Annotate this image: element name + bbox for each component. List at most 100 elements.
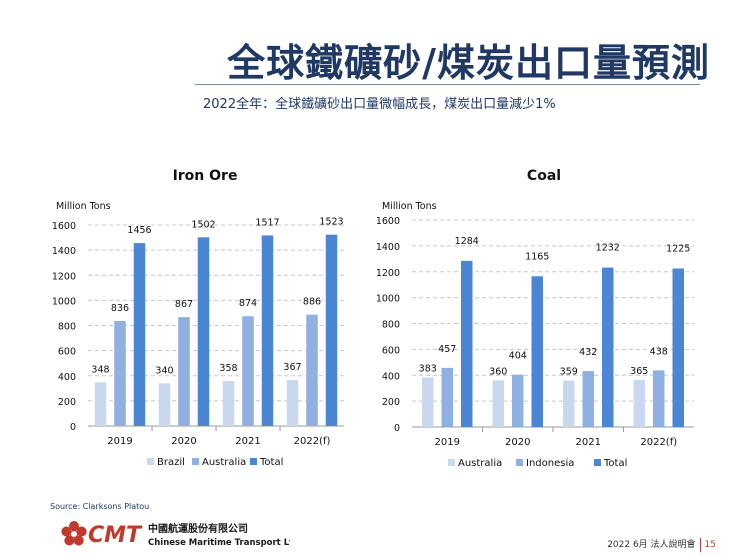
event-label: 2022 6月 法人說明會 — [607, 540, 696, 550]
coal-data-label: 1165 — [525, 251, 549, 262]
iron-ore-ytick-label: 1000 — [52, 296, 76, 307]
coal-legend-label: Total — [603, 458, 627, 469]
iron-ore-legend-swatch-brazil — [147, 458, 154, 465]
iron-ore-bar-brazil — [158, 383, 171, 426]
coal-bar-australia — [492, 380, 504, 427]
iron-ore-bar-australia — [306, 314, 318, 426]
coal-legend-label: Indonesia — [526, 458, 574, 469]
coal-ytick-label: 0 — [394, 423, 400, 434]
coal-chart-title: Coal — [527, 168, 561, 184]
coal-category-label: 2020 — [505, 437, 530, 448]
iron-ore-data-label: 348 — [91, 364, 109, 375]
coal-bar-indonesia — [512, 374, 524, 427]
iron-ore-ytick-label: 1600 — [52, 221, 76, 232]
iron-ore-data-label: 1456 — [127, 225, 151, 236]
coal-bar-indonesia — [582, 371, 594, 427]
iron-ore-bar-total — [261, 235, 274, 426]
iron-ore-bar-brazil — [286, 379, 299, 426]
iron-ore-data-label: 367 — [283, 362, 301, 373]
iron-ore-bar-australia — [242, 316, 254, 426]
coal-ytick-label: 800 — [382, 320, 400, 331]
iron-ore-data-label: 836 — [111, 303, 129, 314]
coal-data-label: 359 — [560, 367, 578, 378]
coal-ytick-label: 600 — [382, 345, 400, 356]
iron-ore-bar-total — [133, 243, 146, 426]
iron-ore-data-label: 340 — [155, 365, 173, 376]
coal-bar-total — [602, 267, 614, 427]
coal-data-label: 432 — [579, 347, 597, 358]
iron-ore-data-label: 867 — [175, 299, 193, 310]
source-note: Source: Clarksons Platou — [50, 502, 150, 511]
iron-ore-chart: Iron Ore Million Tons 0 200 400 600 800 1000 120… — [52, 168, 344, 468]
iron-ore-ytick-label: 1200 — [52, 271, 76, 282]
iron-ore-data-label: 1517 — [255, 217, 279, 228]
iron-ore-ytick-label: 400 — [58, 372, 76, 383]
iron-ore-data-label: 1502 — [191, 219, 215, 230]
page-title: 全球鐵礦砂/煤炭出口量預測 — [227, 41, 710, 85]
iron-ore-chart-title: Iron Ore — [173, 168, 238, 184]
logo-name-cn: 中國航運股份有限公司 — [148, 522, 248, 535]
coal-data-label: 1225 — [666, 244, 690, 255]
coal-category-label: 2021 — [576, 437, 601, 448]
footer-separator — [699, 537, 701, 552]
coal-legend-swatch-australia — [448, 459, 455, 466]
iron-ore-legend-swatch-australia — [192, 458, 199, 465]
coal-bar-australia — [422, 377, 434, 427]
coal-data-label: 438 — [650, 346, 668, 357]
coal-data-label: 1284 — [455, 236, 479, 247]
coal-legend-label: Australia — [458, 458, 502, 469]
coal-ytick-label: 400 — [382, 371, 400, 382]
iron-ore-category-label: 2021 — [235, 436, 260, 447]
coal-bar-total — [672, 268, 684, 427]
coal-bar-australia — [633, 379, 645, 427]
iron-ore-ytick-label: 200 — [58, 397, 76, 408]
coal-data-label: 457 — [438, 344, 456, 355]
iron-ore-data-label: 874 — [239, 298, 257, 309]
iron-ore-ylabel: Million Tons — [56, 201, 111, 212]
coal-ytick-label: 200 — [382, 397, 400, 408]
coal-ytick-label: 1200 — [376, 268, 400, 279]
iron-ore-bar-australia — [114, 320, 126, 426]
flower-icon — [61, 521, 87, 546]
coal-data-label: 404 — [509, 351, 527, 362]
coal-legend-swatch-total — [594, 459, 601, 466]
title-divider — [195, 84, 700, 85]
iron-ore-category-label: 2019 — [107, 436, 132, 447]
coal-bar-indonesia — [441, 367, 453, 427]
coal-data-label: 1232 — [596, 243, 620, 254]
iron-ore-bar-australia — [178, 317, 190, 426]
footer: 2022 6月 法人說明會 15 — [607, 537, 716, 552]
iron-ore-ytick-label: 800 — [58, 322, 76, 333]
logo-name-en: Chinese Maritime Transport Ltd. — [148, 538, 290, 548]
coal-ytick-label: 1400 — [376, 242, 400, 253]
iron-ore-ytick-label: 1400 — [52, 246, 76, 257]
coal-data-label: 383 — [419, 363, 437, 374]
coal-bar-australia — [563, 380, 575, 427]
iron-ore-legend-label: Australia — [202, 457, 246, 468]
iron-ore-category-label: 2020 — [171, 436, 196, 447]
iron-ore-category-label: 2022(f) — [294, 436, 331, 447]
iron-ore-ytick-label: 0 — [70, 422, 76, 433]
coal-data-label: 365 — [630, 366, 648, 377]
iron-ore-legend-label: Brazil — [157, 457, 185, 468]
coal-ytick-label: 1600 — [376, 216, 400, 227]
logo-abbr: CMT — [88, 523, 143, 548]
coal-category-label: 2022(f) — [640, 437, 677, 448]
coal-chart: Coal Million Tons 0 200 400 600 800 1000 1200 140… — [376, 168, 694, 469]
company-logo: CMT 中國航運股份有限公司 Chinese Maritime Transpor… — [61, 521, 290, 548]
coal-category-label: 2019 — [435, 437, 460, 448]
iron-ore-bar-total — [325, 234, 338, 426]
iron-ore-data-label: 1523 — [319, 217, 343, 228]
page-subtitle: 2022全年：全球鐵礦砂出口量微幅成長，煤炭出口量減少1% — [203, 97, 556, 112]
iron-ore-ytick-label: 600 — [58, 347, 76, 358]
iron-ore-legend-swatch-total — [250, 458, 257, 465]
coal-data-label: 360 — [489, 366, 507, 377]
coal-bar-total — [531, 276, 543, 427]
page-number: 15 — [704, 540, 716, 550]
iron-ore-legend-label: Total — [259, 457, 283, 468]
coal-bar-indonesia — [653, 370, 665, 427]
coal-ylabel: Million Tons — [382, 201, 437, 212]
iron-ore-bar-brazil — [222, 381, 235, 426]
coal-bar-total — [461, 260, 473, 427]
iron-ore-bar-total — [197, 237, 210, 426]
